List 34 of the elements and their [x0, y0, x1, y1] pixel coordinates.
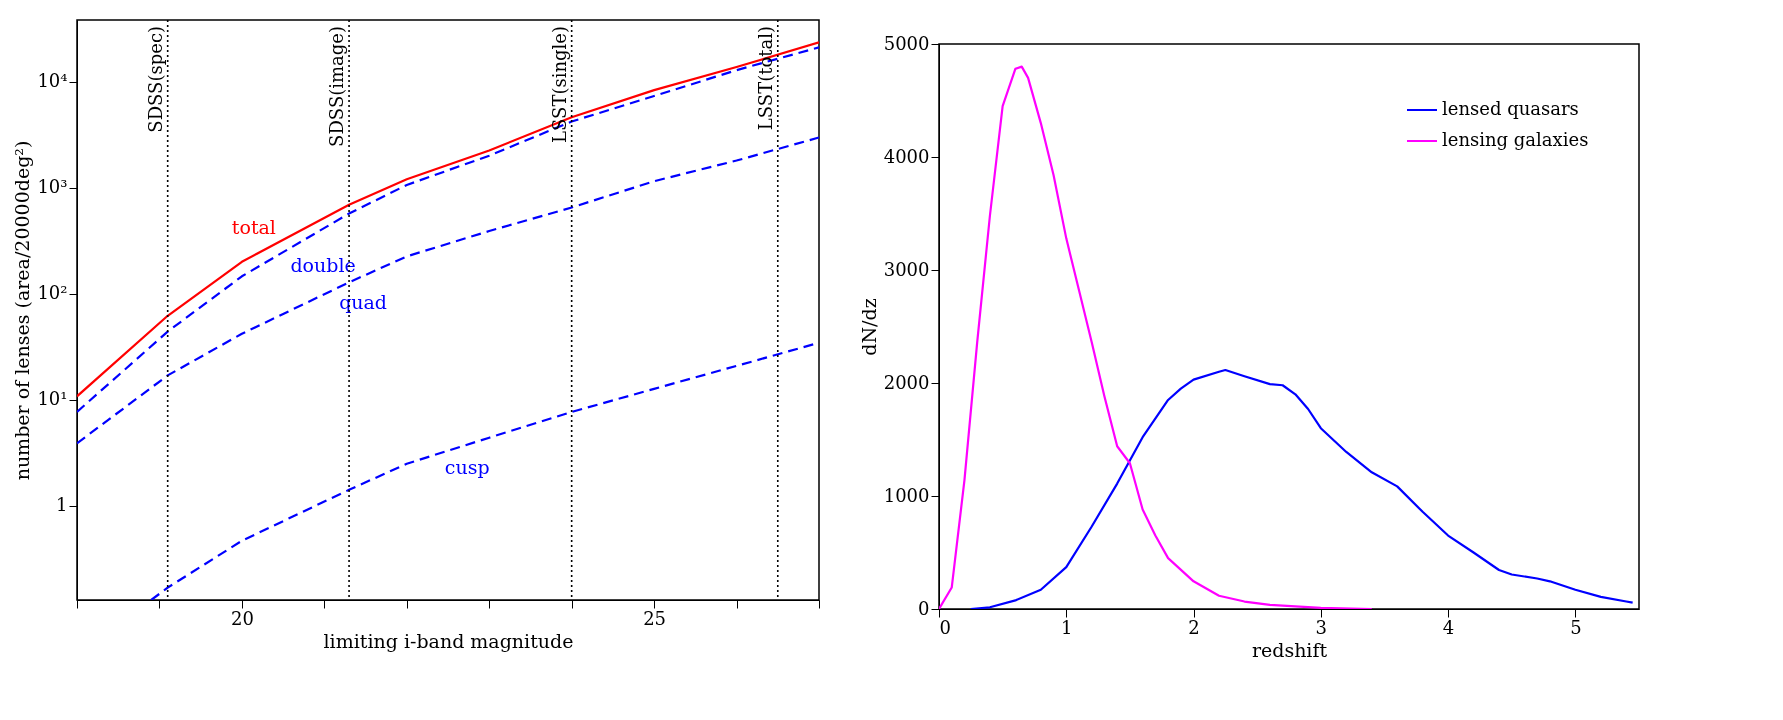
- series-label: total: [231, 215, 276, 238]
- series-label: cusp: [444, 455, 490, 478]
- y-axis-title: number of lenses (area/20000deg²): [11, 140, 34, 481]
- y-axis-title: dN/dz: [857, 298, 880, 356]
- y-tick-label: 1000: [883, 484, 930, 506]
- x-tick-label: 3: [1315, 616, 1328, 638]
- legend-label: lensing galaxies: [1442, 129, 1589, 150]
- y-tick-label: 1: [56, 494, 68, 516]
- ref-line-label: SDSS(image): [326, 26, 348, 147]
- series-label: quad: [339, 291, 388, 314]
- ref-line-label: SDSS(spec): [144, 26, 166, 133]
- y-tick-label: 3000: [883, 258, 930, 280]
- y-tick-label: 10²: [37, 282, 68, 304]
- x-tick-label: 20: [230, 607, 254, 629]
- y-tick-label: 2000: [883, 371, 930, 393]
- series-label: double: [290, 253, 356, 276]
- ref-line-label: LSST(single): [548, 26, 570, 143]
- x-tick-label: 25: [643, 607, 667, 629]
- legend-label: lensed quasars: [1442, 98, 1579, 119]
- line-series: [969, 368, 1634, 609]
- x-tick-label: 1: [1061, 616, 1073, 638]
- line-series: [939, 65, 1373, 609]
- y-tick-label: 4000: [883, 145, 930, 167]
- x-tick-label: 4: [1442, 616, 1455, 638]
- y-tick-label: 10⁴: [37, 70, 68, 92]
- x-tick-label: 5: [1570, 616, 1582, 638]
- ref-line-label: LSST(total): [754, 26, 776, 131]
- x-axis-title: redshift: [1251, 638, 1328, 661]
- x-tick-label: 2: [1188, 616, 1200, 638]
- y-tick-label: 10³: [37, 176, 68, 198]
- y-tick-label: 5000: [883, 32, 930, 54]
- x-tick-label: 0: [939, 616, 951, 638]
- y-tick-label: 10¹: [37, 388, 68, 410]
- x-axis-title: limiting i-band magnitude: [323, 629, 574, 652]
